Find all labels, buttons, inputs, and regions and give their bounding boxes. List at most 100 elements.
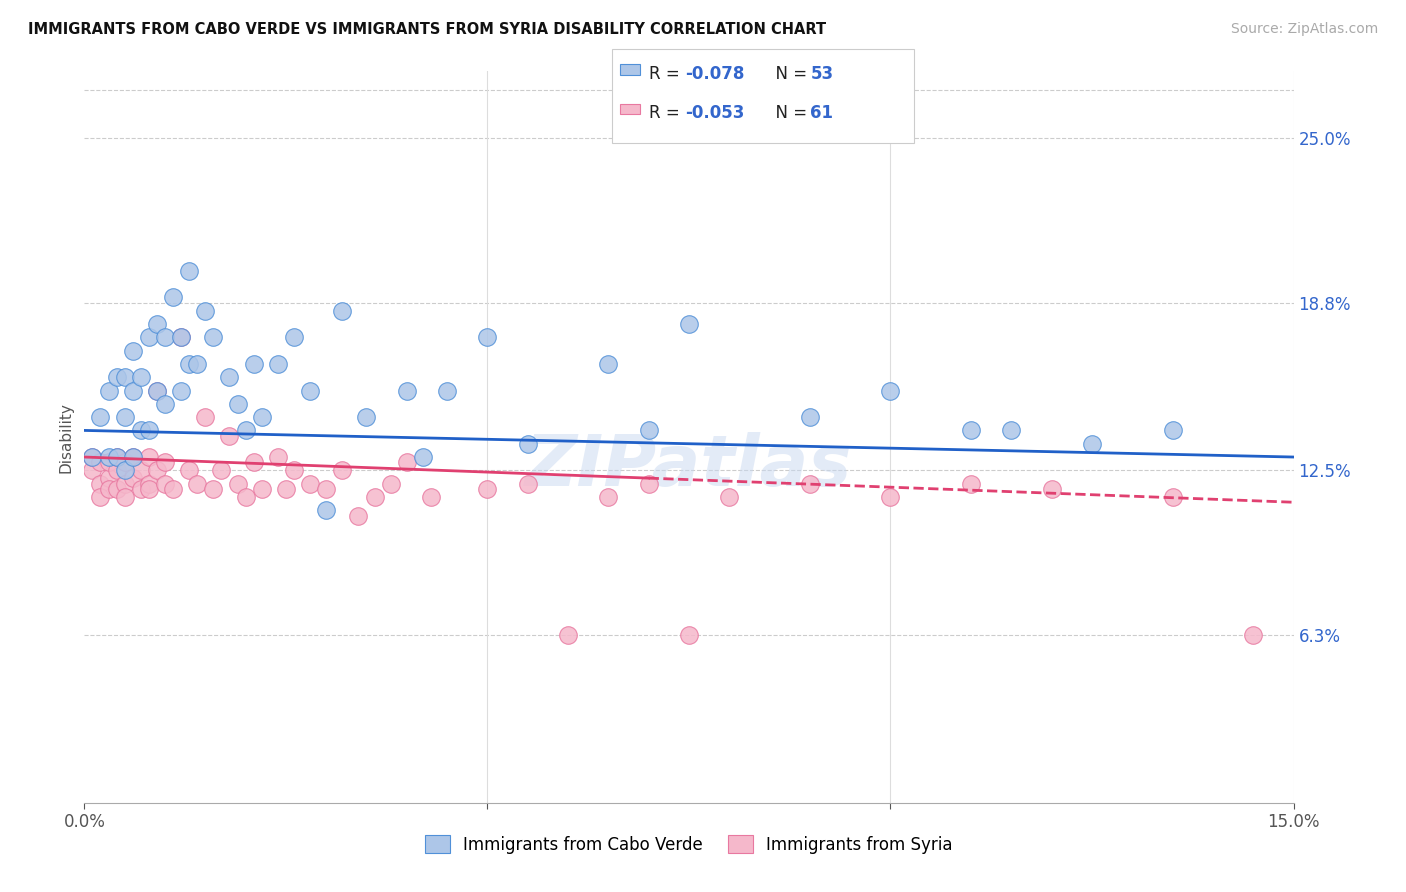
Point [97, 482, 120, 496]
Point [138, 482, 160, 496]
Point [637, 424, 659, 438]
Point [82, 450, 104, 464]
Text: IMMIGRANTS FROM CABO VERDE VS IMMIGRANTS FROM SYRIA DISABILITY CORRELATION CHART: IMMIGRANTS FROM CABO VERDE VS IMMIGRANTS… [28, 22, 827, 37]
Point [186, 357, 208, 371]
Point [678, 317, 700, 331]
Point [138, 476, 160, 491]
Point [637, 476, 659, 491]
Point [146, 317, 169, 331]
Point [363, 490, 385, 504]
Point [97, 471, 120, 485]
Point [598, 357, 620, 371]
Point [129, 463, 152, 477]
Point [516, 476, 538, 491]
Text: -0.078: -0.078 [685, 65, 745, 83]
Point [395, 384, 418, 398]
Point [267, 450, 290, 464]
Point [799, 410, 821, 425]
Point [105, 463, 128, 477]
Point [202, 330, 225, 344]
Point [235, 490, 257, 504]
Point [218, 370, 240, 384]
Point [274, 482, 297, 496]
Point [356, 410, 378, 425]
Point [960, 424, 983, 438]
Text: 61: 61 [810, 104, 834, 122]
Point [153, 397, 176, 411]
Y-axis label: Disability: Disability [58, 401, 73, 473]
Point [799, 476, 821, 491]
Point [89, 476, 111, 491]
Point [477, 482, 499, 496]
Point [153, 330, 176, 344]
Point [114, 410, 136, 425]
Point [235, 424, 257, 438]
Point [170, 384, 193, 398]
Point [82, 463, 104, 477]
Point [879, 490, 901, 504]
Point [186, 476, 208, 491]
Point [105, 482, 128, 496]
Point [121, 450, 143, 464]
Point [194, 303, 217, 318]
Point [250, 410, 273, 425]
Point [250, 482, 273, 496]
Point [283, 463, 305, 477]
Point [267, 357, 290, 371]
Point [1161, 490, 1184, 504]
Point [89, 490, 111, 504]
Text: 53: 53 [810, 65, 834, 83]
Point [97, 384, 120, 398]
Point [960, 476, 983, 491]
Point [194, 410, 217, 425]
Point [1241, 628, 1264, 642]
Point [1000, 424, 1022, 438]
Point [89, 455, 111, 469]
Point [153, 455, 176, 469]
Point [315, 503, 337, 517]
Point [1040, 482, 1063, 496]
Point [170, 330, 193, 344]
Point [299, 476, 322, 491]
Point [105, 370, 128, 384]
Point [179, 357, 201, 371]
Point [170, 330, 193, 344]
Point [138, 450, 160, 464]
Point [202, 482, 225, 496]
Text: N =: N = [765, 104, 813, 122]
Point [162, 482, 184, 496]
Point [299, 384, 322, 398]
Point [97, 455, 120, 469]
Point [105, 450, 128, 464]
Point [1081, 436, 1104, 450]
Point [162, 290, 184, 304]
Point [82, 450, 104, 464]
Point [380, 476, 402, 491]
Point [718, 490, 741, 504]
Point [138, 424, 160, 438]
Point [146, 384, 169, 398]
Point [114, 370, 136, 384]
Point [114, 463, 136, 477]
Point [242, 455, 264, 469]
Point [129, 424, 152, 438]
Text: R =: R = [648, 65, 685, 83]
Point [1161, 424, 1184, 438]
Point [114, 455, 136, 469]
Point [209, 463, 232, 477]
Point [242, 357, 264, 371]
Point [420, 490, 443, 504]
Point [347, 508, 370, 523]
Point [516, 436, 538, 450]
Point [89, 410, 111, 425]
Legend: Immigrants from Cabo Verde, Immigrants from Syria: Immigrants from Cabo Verde, Immigrants f… [419, 829, 959, 860]
Text: R =: R = [648, 104, 685, 122]
Point [97, 450, 120, 464]
Point [121, 384, 143, 398]
Point [226, 476, 249, 491]
Text: Source: ZipAtlas.com: Source: ZipAtlas.com [1230, 22, 1378, 37]
Point [146, 463, 169, 477]
Point [179, 264, 201, 278]
Point [138, 330, 160, 344]
Point [105, 450, 128, 464]
